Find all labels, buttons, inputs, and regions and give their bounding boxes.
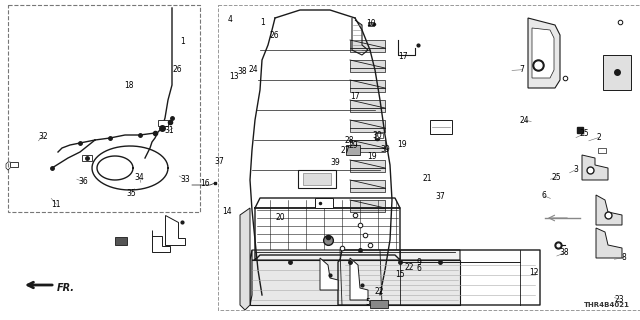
Text: 5: 5 [365, 298, 371, 307]
Text: 19: 19 [367, 152, 378, 161]
Polygon shape [240, 208, 250, 310]
Bar [10, 162, 18, 167]
Text: 6: 6 [541, 191, 547, 200]
Bar [350, 40, 385, 52]
Text: 35: 35 [126, 189, 136, 198]
Text: 1: 1 [180, 37, 185, 46]
Polygon shape [582, 155, 608, 180]
Text: 1: 1 [260, 18, 265, 27]
Text: 29: 29 [348, 141, 358, 150]
Bar [158, 120, 168, 126]
Text: 32: 32 [38, 132, 48, 140]
Text: 9: 9 [417, 258, 422, 267]
Bar [346, 145, 360, 155]
Text: 3: 3 [573, 165, 579, 174]
Text: 12: 12 [530, 268, 539, 277]
Bar [218, 5, 640, 310]
Bar [82, 155, 92, 161]
Text: 38: 38 [559, 248, 570, 257]
Bar [315, 198, 333, 208]
Bar [375, 133, 383, 138]
Polygon shape [350, 258, 368, 300]
Bar [298, 170, 336, 188]
Polygon shape [250, 260, 460, 305]
Text: 37: 37 [435, 192, 445, 201]
Text: 34: 34 [134, 173, 145, 182]
Text: 36: 36 [78, 177, 88, 186]
Text: 8: 8 [621, 253, 627, 262]
Text: 15: 15 [395, 270, 405, 279]
Text: 17: 17 [398, 52, 408, 61]
Text: 23: 23 [614, 295, 625, 304]
Bar [350, 100, 385, 112]
Text: 24: 24 [248, 65, 259, 74]
Bar [603, 55, 631, 90]
Text: 25: 25 [579, 129, 589, 138]
Bar [430, 120, 452, 134]
Text: 39: 39 [380, 145, 390, 154]
Polygon shape [165, 215, 185, 245]
Bar [350, 120, 385, 132]
Text: 13: 13 [228, 72, 239, 81]
Text: 19: 19 [397, 140, 407, 148]
Text: 28: 28 [344, 136, 353, 145]
Text: 31: 31 [164, 126, 174, 135]
Polygon shape [250, 250, 252, 305]
Polygon shape [532, 28, 554, 78]
Bar [350, 60, 385, 72]
Text: THR4B4021: THR4B4021 [584, 302, 630, 308]
Text: 10: 10 [366, 19, 376, 28]
Polygon shape [596, 195, 622, 225]
Text: 22: 22 [375, 287, 384, 296]
Text: 27: 27 [340, 146, 351, 155]
Text: 6: 6 [417, 264, 422, 273]
Bar [350, 160, 385, 172]
Text: 21: 21 [423, 174, 432, 183]
Text: 25: 25 [552, 173, 562, 182]
Text: 14: 14 [222, 207, 232, 216]
Text: 24: 24 [520, 116, 530, 124]
Text: 26: 26 [172, 65, 182, 74]
Text: 22: 22 [405, 263, 414, 272]
Polygon shape [528, 18, 560, 88]
Text: 11: 11 [52, 200, 61, 209]
Text: 26: 26 [269, 31, 279, 40]
Text: 33: 33 [180, 175, 190, 184]
Polygon shape [250, 250, 460, 260]
Text: 16: 16 [200, 179, 210, 188]
Bar [8, 8, 16, 13]
Text: 20: 20 [275, 213, 285, 222]
Bar [350, 80, 385, 92]
Bar [350, 200, 385, 212]
Text: 18: 18 [125, 81, 134, 90]
Text: 39: 39 [330, 158, 340, 167]
Text: 17: 17 [350, 92, 360, 101]
Polygon shape [320, 258, 338, 290]
Text: 2: 2 [596, 133, 601, 142]
Text: 4: 4 [228, 15, 233, 24]
Bar [350, 180, 385, 192]
Bar [370, 300, 388, 308]
Text: FR.: FR. [57, 283, 75, 293]
Bar [350, 140, 385, 152]
Text: 30: 30 [372, 131, 383, 140]
Text: 37: 37 [214, 157, 224, 166]
Bar [115, 237, 127, 245]
Polygon shape [596, 228, 622, 258]
Bar [368, 22, 374, 26]
Text: 38: 38 [237, 67, 247, 76]
Bar [598, 148, 606, 153]
Bar [303, 173, 331, 185]
Bar [8, 5, 200, 212]
Text: 7: 7 [519, 65, 524, 74]
